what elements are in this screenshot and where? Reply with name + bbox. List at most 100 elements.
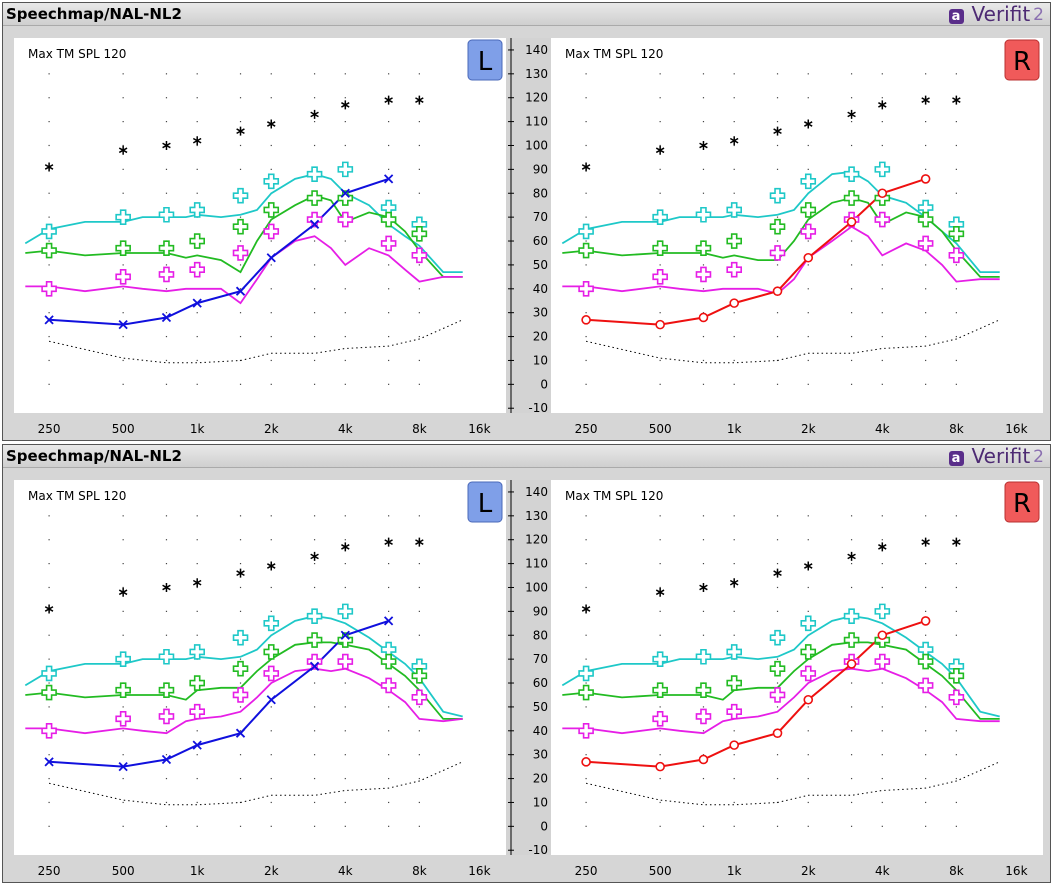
ucl-star xyxy=(803,561,813,571)
grid-dot xyxy=(807,312,809,314)
x-tick-label: 16k xyxy=(1005,864,1027,878)
speech-marker-magenta xyxy=(41,722,57,739)
speech-marker-green xyxy=(41,242,57,259)
x-tick-label: 250 xyxy=(575,422,598,436)
grid-dot xyxy=(955,730,957,732)
grid-dot xyxy=(925,312,927,314)
grid-dot xyxy=(702,515,705,517)
speech-marker-cross xyxy=(158,708,175,725)
ear-button-label: R xyxy=(1013,489,1031,519)
grid-dot xyxy=(196,168,198,170)
grid-dot xyxy=(702,825,705,827)
ucl-star xyxy=(162,140,171,150)
ucl-star xyxy=(266,119,276,129)
grid-dot xyxy=(344,383,346,385)
panel-title: Speechmap/NAL-NL2 xyxy=(6,447,182,465)
speech-marker-cross xyxy=(652,682,668,698)
ucl-stars xyxy=(44,95,424,172)
grid-dot xyxy=(313,120,316,123)
speech-marker-cross xyxy=(948,668,965,684)
grid-dot xyxy=(48,658,50,660)
ear-button-bg xyxy=(467,481,503,523)
grid-dot xyxy=(850,264,853,266)
speech-marker-cross xyxy=(652,209,668,225)
target-point-o xyxy=(698,754,709,765)
right-ear-button[interactable]: R xyxy=(1004,39,1040,81)
grid-dot xyxy=(344,120,346,123)
speech-marker-magenta xyxy=(115,711,131,727)
speech-marker-cross xyxy=(726,703,743,720)
grid-dot xyxy=(344,586,346,589)
right-ear-button[interactable]: R xyxy=(1004,481,1040,523)
grid-dot xyxy=(270,73,272,75)
speech-marker-cyan xyxy=(337,161,354,178)
grid-dot xyxy=(807,240,809,242)
grid-dot xyxy=(48,539,50,541)
grid-dot xyxy=(955,73,957,75)
speech-marker-green xyxy=(726,233,743,249)
grid-dot xyxy=(388,634,390,636)
speech-marker-green xyxy=(189,675,206,691)
speech-marker-cross xyxy=(769,218,786,235)
grid-dot xyxy=(313,383,316,385)
speech-marker-cross xyxy=(158,648,175,665)
grid-dot xyxy=(196,754,198,756)
x-tick-label: 250 xyxy=(575,864,598,878)
x-tick-label: 2k xyxy=(264,422,279,436)
grid-dot xyxy=(344,539,346,541)
speech-marker-magenta xyxy=(380,677,397,694)
grid-dot xyxy=(388,562,390,565)
ucl-star xyxy=(773,568,782,578)
ucl-star xyxy=(118,587,128,597)
grid-dot xyxy=(807,825,809,827)
x-tick-label: 4k xyxy=(338,422,353,436)
grid-dot xyxy=(585,312,587,314)
speech-marker-cross xyxy=(189,675,206,691)
grid-dot xyxy=(239,825,242,827)
speech-marker-cyan xyxy=(263,173,280,190)
speech-marker-cross xyxy=(306,608,323,624)
ucl-star xyxy=(310,551,319,561)
grid-dot xyxy=(850,539,853,541)
speech-marker-cross xyxy=(800,202,817,218)
y-tick-label: 10 xyxy=(533,353,548,367)
speech-marker-green xyxy=(41,684,57,701)
y-tick-label: 40 xyxy=(533,724,548,738)
speech-marker-cross xyxy=(232,187,249,204)
grid-dot xyxy=(659,73,661,75)
grid-dot xyxy=(418,264,420,266)
grid-dot xyxy=(702,264,705,266)
grid-dot xyxy=(776,610,779,612)
speech-marker-green xyxy=(695,682,712,698)
grid-dot xyxy=(313,801,316,804)
ucl-star xyxy=(44,604,54,614)
grid-dot xyxy=(807,168,809,170)
speech-marker-cyan xyxy=(189,644,206,660)
grid-dot xyxy=(925,335,927,338)
x-tick-label: 250 xyxy=(38,864,61,878)
speech-marker-magenta xyxy=(263,665,280,682)
grid-dot xyxy=(585,682,587,684)
grid-dot xyxy=(196,634,198,636)
speech-marker-cross xyxy=(380,211,397,228)
ucl-star xyxy=(341,100,350,110)
grid-dot xyxy=(776,73,779,75)
grid-dot xyxy=(881,682,883,684)
x-axis-labels: 250 500 1k 2k 4k 8k 16k xyxy=(38,422,491,436)
grid-dot xyxy=(270,335,272,338)
left-ear-button[interactable]: L xyxy=(467,481,503,523)
speech-marker-magenta xyxy=(917,235,934,252)
speech-marker-magenta xyxy=(695,708,712,725)
brand-version: 2 xyxy=(1033,5,1044,25)
grid-dot xyxy=(585,539,587,541)
speech-marker-cross xyxy=(726,644,743,660)
grid-dot xyxy=(239,264,242,266)
grid-dot xyxy=(418,706,420,708)
ucl-star xyxy=(655,587,665,597)
speech-marker-magenta xyxy=(232,687,249,703)
target-point-o xyxy=(877,630,888,641)
left-ear-button[interactable]: L xyxy=(467,39,503,81)
grid-dot xyxy=(270,144,272,147)
grid-dot xyxy=(313,706,316,708)
grid-dot xyxy=(850,754,853,756)
